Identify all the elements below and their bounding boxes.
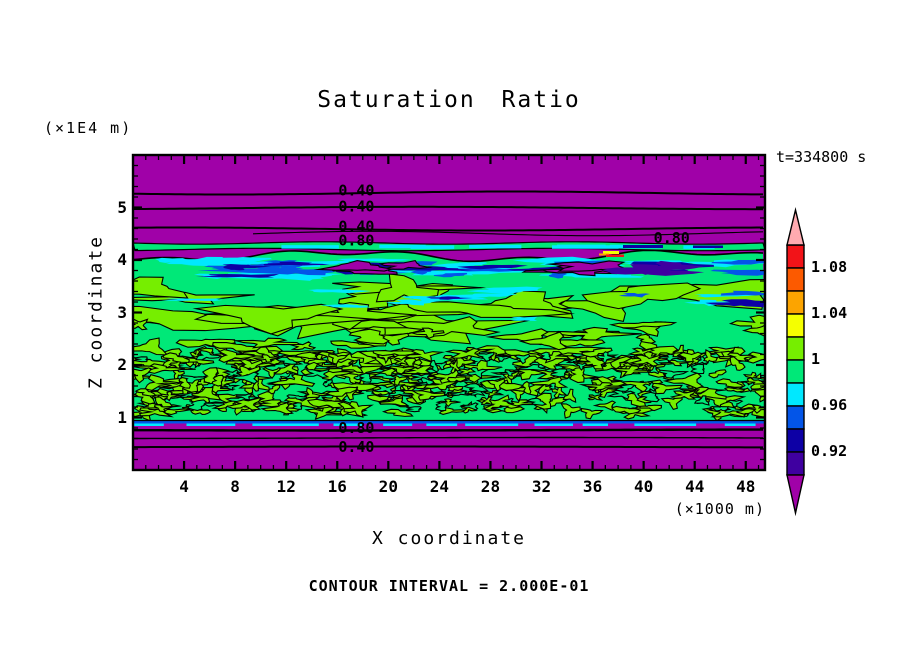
x-tick-label: 16 [327,477,347,496]
timestamp-label: t=334800 s [776,148,867,166]
x-tick-label: 4 [179,477,189,496]
x-tick-label: 36 [582,477,603,496]
y-tick-label: 1 [117,407,127,427]
contour-interval-label: CONTOUR INTERVAL = 2.000E-01 [308,577,590,595]
colorbar-label: 0.96 [811,396,848,414]
colorbar-label: 0.92 [811,442,848,460]
y-tick-label: 3 [117,302,127,322]
plot-title: Saturation Ratio [317,87,581,113]
colorbar-label: 1.08 [811,258,848,276]
x-tick-label: 20 [378,477,398,496]
y-tick-label: 4 [117,250,127,269]
x-tick-label: 48 [736,477,756,496]
y-tick-label: 5 [117,197,127,217]
x-tick-label: 32 [531,477,552,496]
y-axis-unit-label: (×1E4 m) [44,119,133,137]
x-tick-label: 24 [429,477,450,496]
x-axis-title: X coordinate [371,528,527,549]
colorbar-label: 1 [811,350,821,368]
x-tick-label: 44 [685,477,705,496]
colorbar-label: 1.04 [811,304,848,322]
y-tick-label: 2 [117,355,127,374]
x-tick-label: 12 [276,477,296,496]
x-tick-label: 28 [480,477,501,496]
x-axis-unit-label: (×1000 m) [674,500,765,518]
x-tick-label: 40 [633,477,654,496]
x-tick-label: 8 [230,477,240,496]
